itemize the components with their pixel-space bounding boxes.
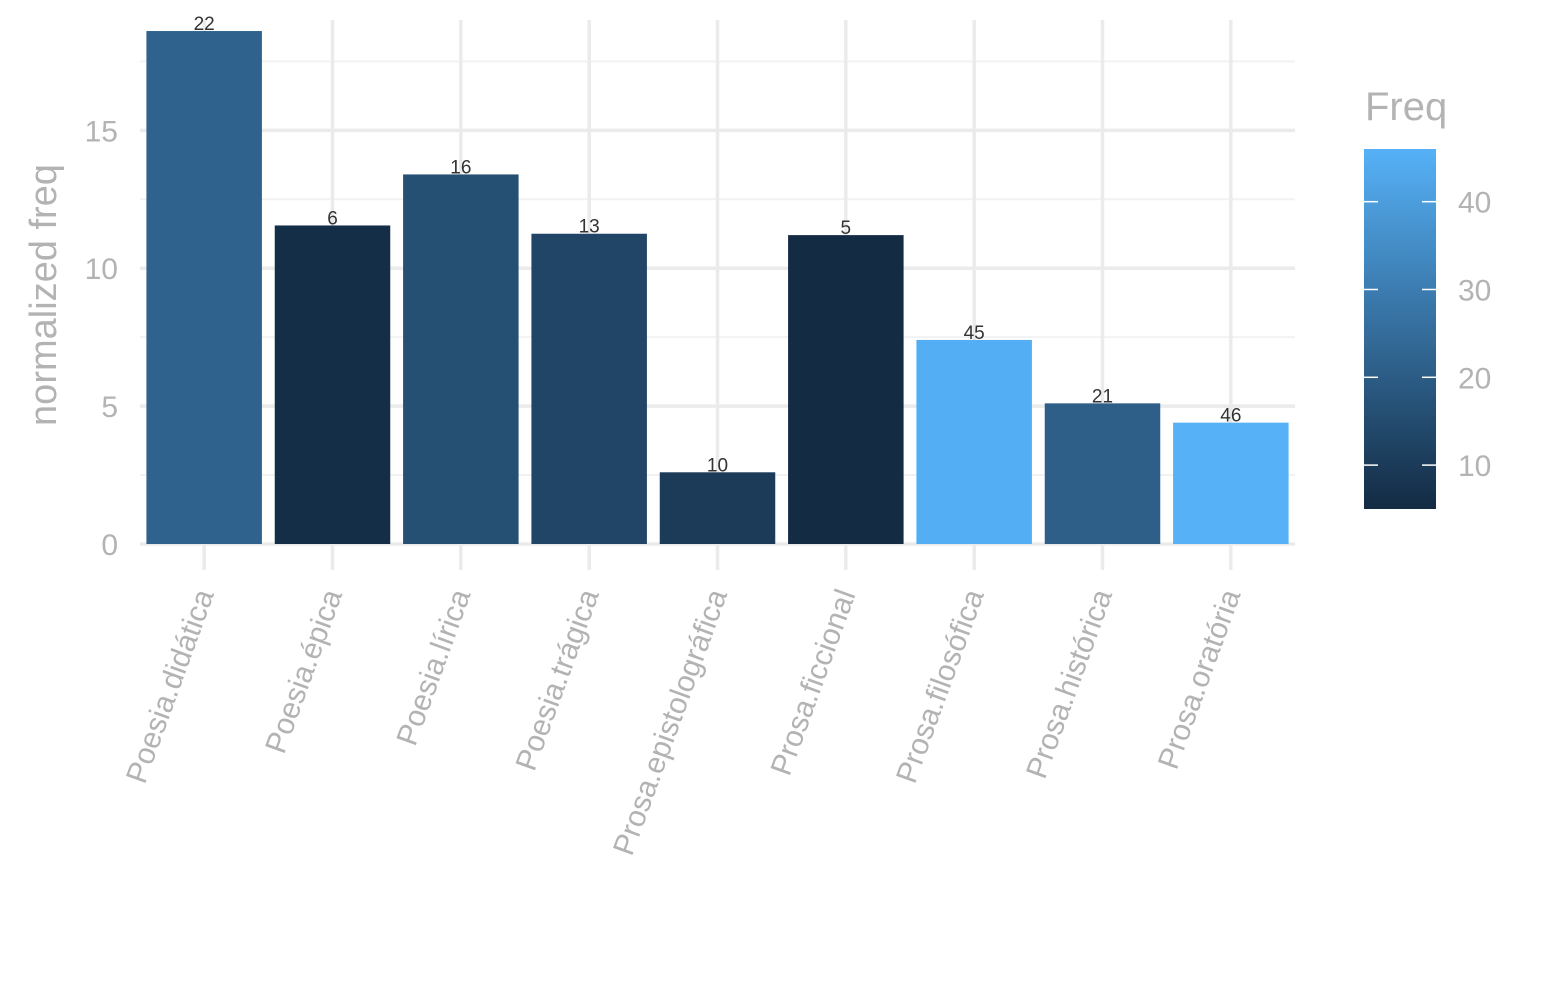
x-axis-tick-labels: Poesia.didática Poesia.épica Poesia.lírica… — [120, 585, 1247, 860]
bar-value-labels: 22 6 16 13 10 5 45 21 46 — [194, 14, 1242, 476]
bar — [1173, 422, 1289, 544]
legend-tick-label: 10 — [1458, 450, 1491, 483]
x-tick-label: Prosa.filosófica — [890, 585, 991, 788]
x-tick-label: Prosa.oratória — [1152, 585, 1248, 774]
bar — [531, 233, 647, 544]
bar — [788, 235, 904, 544]
y-tick-label: 0 — [101, 529, 118, 562]
bar — [146, 31, 262, 545]
bar — [1044, 403, 1161, 544]
bar-value-label: 21 — [1092, 386, 1113, 407]
x-tick-label: Prosa.epistolográfica — [607, 585, 734, 860]
bar — [274, 225, 391, 544]
legend-tick-label: 30 — [1458, 274, 1491, 307]
bar — [403, 174, 519, 544]
bar-value-label: 46 — [1220, 406, 1241, 427]
x-tick-label: Poesia.épica — [259, 585, 349, 758]
bars — [146, 31, 1289, 545]
y-tick-label: 5 — [101, 391, 118, 424]
legend-title: Freq — [1365, 85, 1447, 129]
bar-value-label: 22 — [194, 14, 215, 35]
legend-ticks: 10 20 30 40 — [1364, 187, 1491, 483]
bar-value-label: 45 — [964, 323, 985, 344]
y-tick-label: 15 — [85, 115, 118, 148]
bar-value-label: 13 — [579, 217, 600, 238]
legend-tick-label: 40 — [1458, 187, 1491, 220]
bar — [659, 472, 776, 544]
x-tick-label: Prosa.histórica — [1020, 585, 1119, 783]
x-tick-label: Poesia.didática — [120, 585, 221, 788]
x-tick-label: Poesia.trágica — [510, 585, 606, 775]
bar-value-label: 16 — [450, 157, 471, 178]
bar — [916, 339, 1032, 544]
x-tick-label: Poesia.lírica — [391, 585, 478, 750]
bar-value-label: 10 — [707, 455, 728, 476]
legend-color-bar — [1364, 149, 1436, 509]
bar-value-label: 6 — [327, 208, 338, 229]
x-tick-label: Prosa.ficcional — [765, 585, 863, 780]
y-tick-label: 10 — [85, 253, 118, 286]
legend-tick-label: 20 — [1458, 362, 1491, 395]
y-axis-title: normalized freq — [23, 164, 65, 426]
bar-value-label: 5 — [841, 218, 852, 239]
y-axis-tick-labels: 0 5 10 15 — [85, 115, 118, 562]
color-legend: Freq 10 20 30 40 — [1364, 85, 1491, 509]
